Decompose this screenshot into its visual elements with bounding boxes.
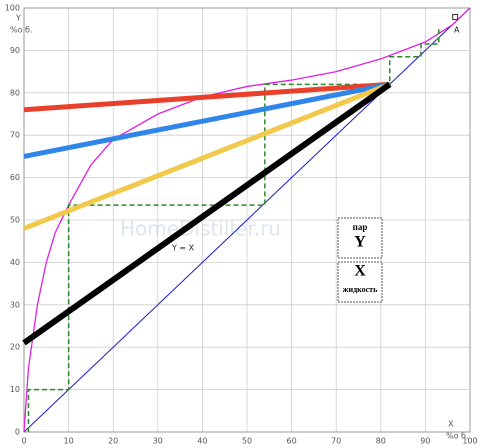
y-tick-label: 40 <box>10 258 20 267</box>
series-line <box>23 7 471 433</box>
y-axis-unit: %о б. <box>10 26 33 35</box>
legend-text: X <box>354 263 366 280</box>
legend-box <box>337 261 383 303</box>
legend-text: Y <box>354 234 366 251</box>
legend-box <box>337 217 383 259</box>
point-marker <box>452 13 459 20</box>
x-tick-label: 60 <box>287 437 297 446</box>
x-tick-label: 20 <box>108 437 118 446</box>
diagonal-label: Y = X <box>171 244 195 253</box>
y-tick-label: 60 <box>10 173 20 182</box>
y-tick-label: 30 <box>10 300 20 309</box>
point-label: A <box>454 26 460 35</box>
y-axis-label: Y <box>15 14 21 23</box>
legend-text: жидкость <box>343 285 378 294</box>
y-tick-label: 100 <box>5 4 20 13</box>
y-tick-label: 20 <box>10 343 20 352</box>
x-axis-unit: %о б. <box>446 432 469 441</box>
x-tick-label: 90 <box>420 437 430 446</box>
x-tick-label: 0 <box>21 437 26 446</box>
y-tick-label: 10 <box>10 385 20 394</box>
y-tick-label: 70 <box>10 131 20 140</box>
y-tick-label: 0 <box>15 428 20 437</box>
x-tick-label: 50 <box>242 437 252 446</box>
x-axis-label: X <box>448 420 454 429</box>
x-tick-label: 70 <box>331 437 341 446</box>
y-tick-label: 50 <box>10 216 20 225</box>
legend-text: пар <box>353 222 368 232</box>
x-tick-label: 100 <box>462 437 477 446</box>
x-tick-label: 30 <box>153 437 163 446</box>
y-tick-label: 90 <box>10 46 20 55</box>
series-line <box>23 7 471 433</box>
series-line <box>23 81 391 231</box>
plot-frame <box>23 7 471 433</box>
series-line <box>23 81 391 159</box>
x-tick-label: 10 <box>64 437 74 446</box>
series-line <box>27 29 440 432</box>
x-tick-label: 40 <box>197 437 207 446</box>
x-tick-label: 80 <box>376 437 386 446</box>
series-line <box>23 81 390 113</box>
series-line <box>22 81 392 346</box>
y-tick-label: 80 <box>10 88 20 97</box>
